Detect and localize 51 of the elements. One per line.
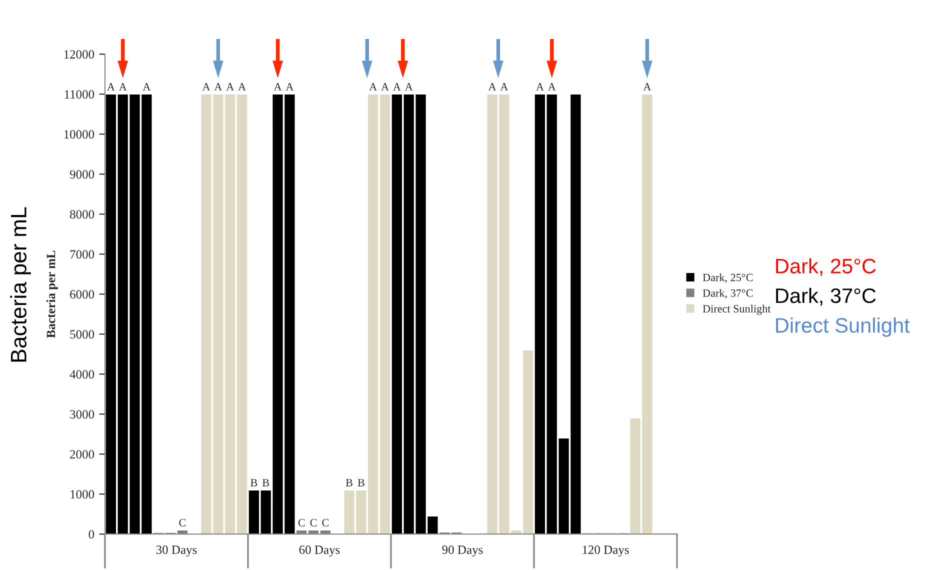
x-tick-label: 30 Days (156, 546, 197, 557)
data-label: A (548, 83, 556, 90)
legend-label: Dark, 37°C (702, 289, 753, 298)
y-tick-label: 2000 (70, 450, 94, 459)
data-label: A (226, 83, 234, 90)
data-label: A (202, 83, 210, 90)
y-tick-label: 10000 (64, 130, 94, 139)
y-tick-label: 1000 (70, 490, 94, 499)
data-label: A (214, 83, 222, 90)
data-label: B (346, 479, 352, 486)
legend-label: Dark, 25°C (702, 273, 753, 283)
data-label: B (262, 479, 270, 486)
data-label: A (488, 83, 496, 90)
x-tick-label: 60 Days (299, 546, 340, 557)
y-tick-label: 5000 (70, 330, 94, 339)
y-tick-label: 11000 (64, 90, 94, 99)
data-label: A (536, 83, 544, 90)
legend-label: Direct Sunlight (702, 304, 771, 315)
data-label: A (142, 83, 151, 90)
text: Dark, 37°C (776, 288, 876, 306)
data-label: A (381, 83, 389, 90)
x-tick-label: 90 Days (442, 546, 483, 557)
y-axis-title: Bacteria per mL (46, 250, 58, 338)
y-tick-label: 9000 (70, 170, 94, 179)
x-tick-label: 120 Days (582, 546, 629, 557)
data-label: C (322, 518, 329, 526)
text: Direct Sunlight (776, 317, 910, 337)
y-tick-label: 4000 (70, 370, 94, 379)
data-label: C (179, 518, 186, 526)
data-label: A (393, 83, 401, 90)
data-label: A (107, 83, 115, 90)
data-label: A (500, 83, 508, 90)
data-label: A (274, 83, 282, 90)
data-label: C (298, 518, 305, 526)
y-tick-label: 0 (88, 530, 94, 539)
data-label: A (238, 83, 246, 90)
text: Dark, 25°C (776, 258, 876, 276)
data-label: A (118, 83, 127, 90)
data-label: B (358, 479, 364, 486)
data-label: A (404, 83, 413, 90)
y-tick-label: 7000 (70, 250, 94, 259)
y-tick-label: 6000 (70, 290, 94, 299)
data-label: A (286, 83, 294, 90)
data-label: C (310, 518, 317, 526)
data-label: A (643, 83, 652, 90)
y-tick-label: 8000 (70, 210, 94, 219)
y-tick-label: 3000 (70, 410, 94, 419)
text: Bacteria per mL (10, 207, 31, 362)
y-tick-label: 12000 (64, 50, 94, 59)
data-label: B (250, 479, 258, 486)
data-label: A (369, 83, 378, 90)
